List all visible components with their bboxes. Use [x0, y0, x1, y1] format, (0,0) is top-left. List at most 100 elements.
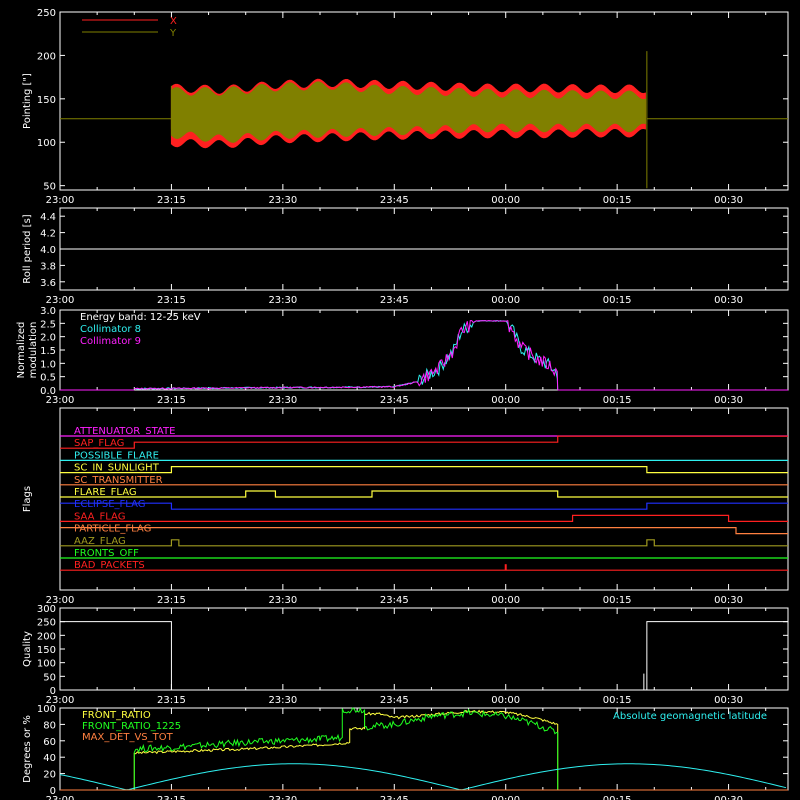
modulation-ytick-label: 3.0 [40, 306, 56, 317]
modulation-xtick-label: 23:15 [157, 395, 186, 406]
quality-xtick-label: 00:30 [714, 695, 743, 706]
pointing-ytick-label: 200 [37, 51, 56, 62]
quality-ytick-label: 100 [37, 659, 56, 670]
modulation-ylabel: modulation [28, 322, 39, 379]
modulation-legend-label: Collimator 9 [80, 336, 141, 347]
ratios-xtick-label: 00:30 [714, 795, 743, 800]
modulation-ylabel: Normalized [16, 322, 27, 379]
flag-label: FLARE_FLAG [74, 487, 137, 498]
modulation-ytick-label: 2.0 [40, 333, 56, 344]
quality-frame [59, 607, 789, 691]
pointing-legend-label: X [170, 16, 177, 27]
pointing-xtick-label: 00:00 [491, 195, 520, 206]
roll-xtick-label: 00:15 [603, 295, 632, 306]
roll-xtick-label: 23:45 [380, 295, 409, 306]
roll-ytick-label: 4.4 [40, 212, 56, 223]
ratios-xtick-label: 23:30 [268, 795, 297, 800]
flags-xtick-label: 23:00 [46, 595, 75, 606]
quality-ytick-label: 250 [37, 618, 56, 629]
flag-label: SC_IN_SUNLIGHT [74, 463, 160, 474]
pointing-ytick-label: 100 [37, 138, 56, 149]
flags-xtick-label: 00:00 [491, 595, 520, 606]
ratio-annotation: Absolute geomagnetic latitude [613, 711, 767, 722]
quality-xtick-label: 00:15 [603, 695, 632, 706]
ratio-legend-label: MAX_DET_VS_TOT [82, 732, 174, 743]
flag-line [60, 539, 788, 547]
modulation-xtick-label: 23:30 [268, 395, 297, 406]
ratios-xtick-label: 23:00 [46, 795, 75, 800]
ratio-series-latitude [59, 763, 787, 791]
quality-ytick-label: 0 [50, 686, 56, 697]
ratios-ylabel: Degrees or % [22, 715, 33, 783]
pointing-xtick-label: 00:30 [714, 195, 743, 206]
roll-xtick-label: 23:30 [268, 295, 297, 306]
modulation-series-magenta [134, 319, 559, 391]
flag-line [60, 502, 788, 510]
modulation-ytick-label: 2.5 [40, 319, 56, 330]
ratio-legend-label: FRONT_RATIO [82, 710, 151, 721]
modulation-ytick-label: 0.5 [40, 373, 56, 384]
flag-line [60, 466, 788, 474]
flags-ylabel: Flags [22, 486, 33, 512]
roll-ylabel: Roll period [s] [22, 214, 33, 283]
ratios-ytick-label: 40 [43, 753, 56, 764]
ratio-legend-label: FRONT_RATIO_1225 [82, 721, 181, 732]
modulation-xtick-label: 00:30 [714, 395, 743, 406]
quality-ylabel: Quality [22, 631, 33, 667]
flag-line [60, 490, 788, 498]
pointing-frame [59, 11, 789, 191]
modulation-xtick-label: 00:15 [603, 395, 632, 406]
modulation-ytick-label: 1.0 [40, 359, 56, 370]
ratios-xtick-label: 00:00 [491, 795, 520, 800]
flag-line [60, 514, 788, 523]
flags-frame [59, 407, 789, 591]
pointing-ytick-label: 150 [37, 95, 56, 106]
quality-xtick-label: 23:00 [46, 695, 75, 706]
quality-ytick-label: 150 [37, 645, 56, 656]
flags-xtick-label: 23:45 [380, 595, 409, 606]
flag-label: SAP_FLAG [74, 438, 124, 449]
ratios-xtick-label: 23:15 [157, 795, 186, 800]
modulation-legend-label: Collimator 8 [80, 324, 141, 335]
modulation-xtick-label: 23:00 [46, 395, 75, 406]
flag-line [60, 435, 788, 449]
flag-label: SC_TRANSMITTER [74, 475, 163, 486]
pointing-ytick-label: 250 [37, 8, 56, 19]
roll-xtick-label: 23:15 [157, 295, 186, 306]
ratios-ytick-label: 20 [43, 770, 56, 781]
pointing-ylabel: Pointing ["] [22, 73, 33, 129]
roll-xtick-label: 00:30 [714, 295, 743, 306]
quality-xtick-label: 23:45 [380, 695, 409, 706]
ratio-series-front_ratio_1225 [133, 706, 559, 790]
flags-xtick-label: 23:15 [157, 595, 186, 606]
pointing-xtick-label: 23:45 [380, 195, 409, 206]
flag-label: AAZ_FLAG [74, 536, 126, 547]
pointing-legend-label: Y [169, 28, 177, 39]
ratios-ytick-label: 80 [43, 720, 56, 731]
flag-label: ATTENUATOR_STATE [74, 426, 175, 437]
ratios-xtick-label: 23:45 [380, 795, 409, 800]
pointing-xtick-label: 23:30 [268, 195, 297, 206]
pointing-band-y [170, 81, 646, 143]
ratios-ytick-label: 0 [50, 786, 56, 797]
quality-ytick-label: 300 [37, 604, 56, 615]
flags-xtick-label: 23:30 [268, 595, 297, 606]
quality-xtick-label: 23:30 [268, 695, 297, 706]
flag-line [60, 526, 788, 535]
quality-ytick-label: 200 [37, 631, 56, 642]
quality-ytick-label: 50 [43, 672, 56, 683]
roll-ytick-label: 4.0 [40, 245, 56, 256]
flags-xtick-label: 00:30 [714, 595, 743, 606]
flag-label: PARTICLE_FLAG [74, 524, 151, 535]
flag-label: BAD_PACKETS [74, 560, 145, 571]
roll-ytick-label: 3.6 [40, 278, 56, 289]
modulation-xtick-label: 00:00 [491, 395, 520, 406]
pointing-xtick-label: 23:15 [157, 195, 186, 206]
modulation-xtick-label: 23:45 [380, 395, 409, 406]
pointing-ytick-label: 50 [43, 182, 56, 193]
quality-xtick-label: 23:15 [157, 695, 186, 706]
modulation-ytick-label: 1.5 [40, 346, 56, 357]
flag-label: ECLIPSE_FLAG [74, 499, 145, 510]
ratio-series-front_ratio [133, 709, 559, 790]
